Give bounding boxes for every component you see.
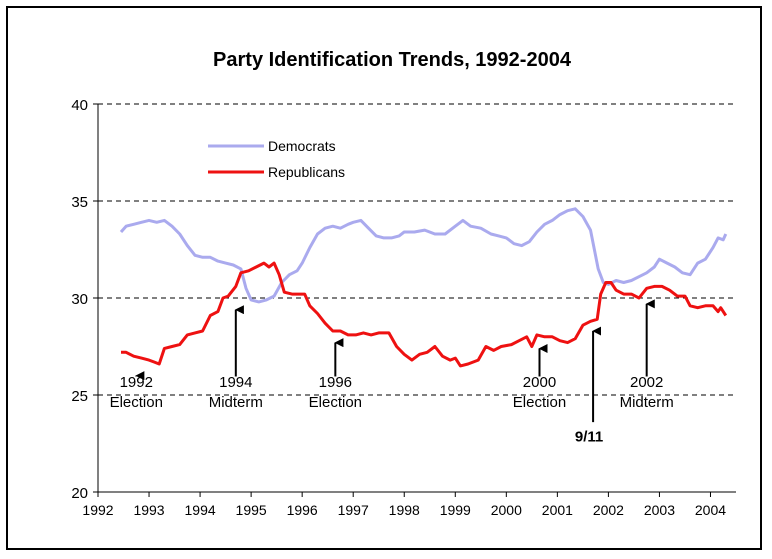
event-annotations: 1992 Election 1994 Midterm 1996 Election 2000 E… [110,299,674,446]
annotation-label-1994-midterm-0: 1994 [219,374,252,391]
x-tick-label-1998: 1998 [389,502,420,518]
x-tick-label-2004: 2004 [695,502,726,518]
y-tick-label-40: 40 [71,97,88,114]
x-tick-label-1992: 1992 [82,502,113,518]
x-tick-label-1994: 1994 [185,502,216,518]
y-tick-label-35: 35 [71,194,88,211]
chart-title: Party Identification Trends, 1992-2004 [213,49,572,71]
series-line-republicans [121,261,728,368]
x-tick-label-1993: 1993 [133,502,164,518]
series-line-democrats [119,207,728,304]
annotation-label-2002-midterm-1: Midterm [620,394,674,411]
legend-label-republicans: Republicans [268,164,345,180]
axes [93,103,736,497]
y-tick-labels: 20 25 30 35 40 [71,97,88,502]
annotation-label-1994-midterm-1: Midterm [209,394,263,411]
legend-label-democrats: Democrats [268,138,336,154]
y-tick-label-30: 30 [71,291,88,308]
x-tick-label-2000: 2000 [491,502,522,518]
annotation-label-1996-election-0: 1996 [319,374,352,391]
x-tick-labels: 1992 1993 1994 1995 1996 1997 1998 1999 2000 2001… [82,502,726,518]
x-tick-label-1996: 1996 [287,502,318,518]
annotation-label-2000-election-1: Election [513,394,566,411]
y-tick-label-20: 20 [71,485,88,502]
annotation-2002-midterm: 2002 Midterm [620,299,674,411]
annotation-1992-election: 1992 Election [110,371,163,411]
x-tick-label-2003: 2003 [644,502,675,518]
legend: Democrats Republicans [202,124,378,188]
x-tick-label-1997: 1997 [338,502,369,518]
y-tick-label-25: 25 [71,388,88,405]
annotation-label-2002-midterm-0: 2002 [630,374,663,391]
annotation-1996-election: 1996 Election [309,338,362,411]
x-tick-label-2002: 2002 [593,502,624,518]
gridlines [98,103,736,396]
annotation-1994-midterm: 1994 Midterm [209,305,263,411]
x-tick-label-1995: 1995 [236,502,267,518]
annotation-label-9-11: 9/11 [575,429,603,446]
annotation-label-1996-election-1: Election [309,394,362,411]
series-lines [119,207,728,368]
legend-box [202,124,378,188]
annotation-label-2000-election-0: 2000 [523,374,556,391]
annotation-label-1992-election-1: Election [110,394,163,411]
annotation-2000-election: 2000 Election [513,344,566,411]
x-tick-label-1999: 1999 [440,502,471,518]
x-tick-label-2001: 2001 [542,502,573,518]
annotation-9-11: 9/11 [575,326,603,446]
annotation-label-1992-election-0: 1992 [120,374,153,391]
